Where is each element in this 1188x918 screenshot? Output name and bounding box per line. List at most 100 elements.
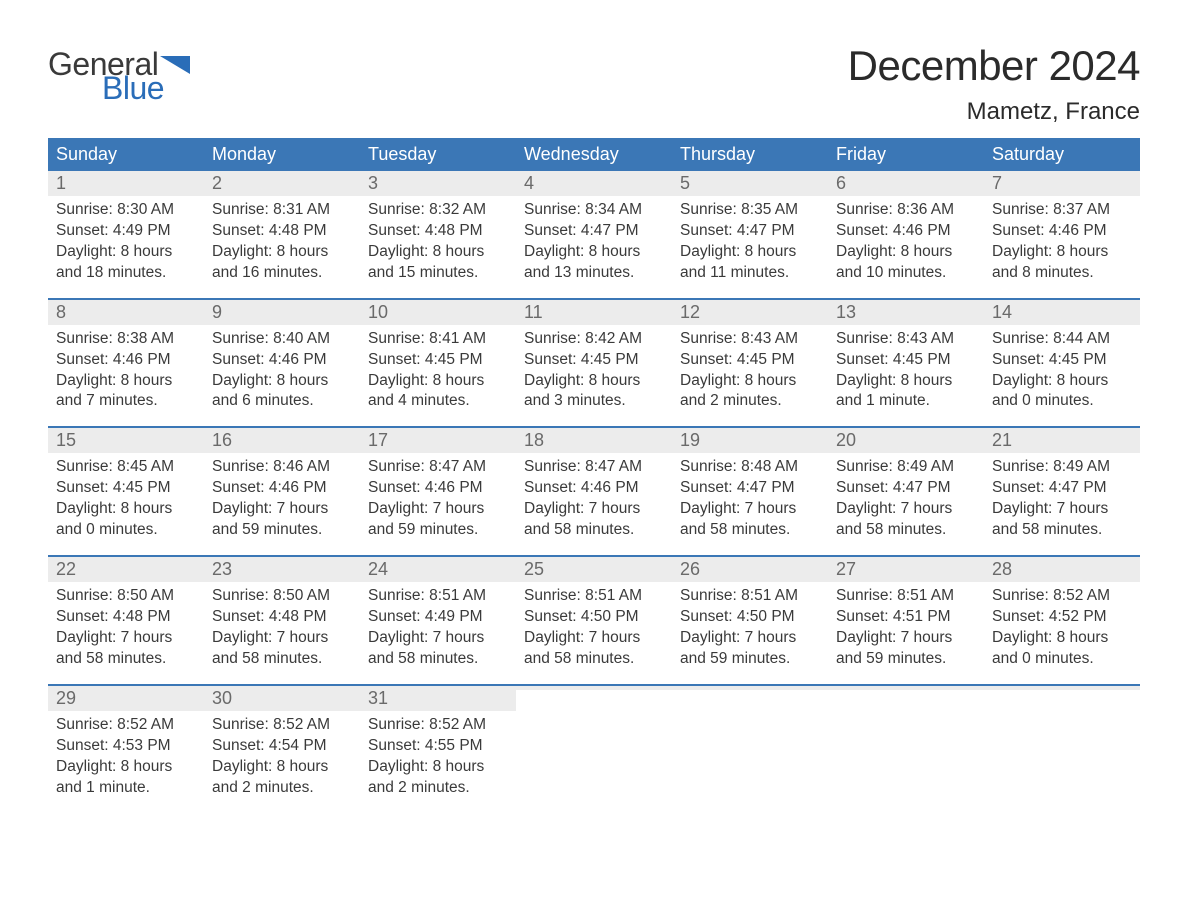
day-number: 14 bbox=[992, 302, 1012, 322]
day-dl2: and 58 minutes. bbox=[836, 520, 976, 541]
day-sunrise: Sunrise: 8:52 AM bbox=[212, 715, 352, 736]
day-body: Sunrise: 8:51 AMSunset: 4:50 PMDaylight:… bbox=[672, 582, 828, 670]
day-sunset: Sunset: 4:45 PM bbox=[836, 350, 976, 371]
day-dl1: Daylight: 7 hours bbox=[368, 628, 508, 649]
day-number: 18 bbox=[524, 430, 544, 450]
dow-friday: Friday bbox=[828, 138, 984, 171]
calendar-day: 30Sunrise: 8:52 AMSunset: 4:54 PMDayligh… bbox=[204, 686, 360, 813]
day-sunrise: Sunrise: 8:49 AM bbox=[836, 457, 976, 478]
day-sunrise: Sunrise: 8:52 AM bbox=[992, 586, 1132, 607]
day-number: 26 bbox=[680, 559, 700, 579]
day-body: Sunrise: 8:48 AMSunset: 4:47 PMDaylight:… bbox=[672, 453, 828, 541]
day-dl2: and 16 minutes. bbox=[212, 263, 352, 284]
day-dl1: Daylight: 8 hours bbox=[368, 242, 508, 263]
day-sunset: Sunset: 4:49 PM bbox=[56, 221, 196, 242]
day-sunrise: Sunrise: 8:51 AM bbox=[524, 586, 664, 607]
day-number: 20 bbox=[836, 430, 856, 450]
calendar-day: 13Sunrise: 8:43 AMSunset: 4:45 PMDayligh… bbox=[828, 300, 984, 427]
day-dl1: Daylight: 7 hours bbox=[212, 499, 352, 520]
day-number-row: 31 bbox=[360, 686, 516, 711]
day-dl2: and 13 minutes. bbox=[524, 263, 664, 284]
day-number: 5 bbox=[680, 173, 690, 193]
day-dl2: and 59 minutes. bbox=[680, 649, 820, 670]
day-number-row: 4 bbox=[516, 171, 672, 196]
day-sunrise: Sunrise: 8:49 AM bbox=[992, 457, 1132, 478]
calendar-day: 21Sunrise: 8:49 AMSunset: 4:47 PMDayligh… bbox=[984, 428, 1140, 555]
day-sunrise: Sunrise: 8:51 AM bbox=[368, 586, 508, 607]
day-sunrise: Sunrise: 8:44 AM bbox=[992, 329, 1132, 350]
day-number: 30 bbox=[212, 688, 232, 708]
day-dl2: and 2 minutes. bbox=[212, 778, 352, 799]
day-number: 17 bbox=[368, 430, 388, 450]
day-number-row: 17 bbox=[360, 428, 516, 453]
day-dl2: and 3 minutes. bbox=[524, 391, 664, 412]
day-dl1: Daylight: 7 hours bbox=[836, 499, 976, 520]
dow-thursday: Thursday bbox=[672, 138, 828, 171]
day-dl1: Daylight: 8 hours bbox=[836, 371, 976, 392]
day-sunrise: Sunrise: 8:50 AM bbox=[56, 586, 196, 607]
day-number: 12 bbox=[680, 302, 700, 322]
day-number: 11 bbox=[524, 302, 543, 322]
calendar-day: 25Sunrise: 8:51 AMSunset: 4:50 PMDayligh… bbox=[516, 557, 672, 684]
calendar-day: 26 Sunrise: 8:51 AMSunset: 4:50 PMDayligh… bbox=[672, 557, 828, 684]
calendar-day bbox=[828, 686, 984, 813]
day-number-row: 28 bbox=[984, 557, 1140, 582]
calendar-day: 9Sunrise: 8:40 AMSunset: 4:46 PMDaylight… bbox=[204, 300, 360, 427]
day-number-row: 10 bbox=[360, 300, 516, 325]
day-body: Sunrise: 8:40 AMSunset: 4:46 PMDaylight:… bbox=[204, 325, 360, 413]
day-body: Sunrise: 8:35 AMSunset: 4:47 PMDaylight:… bbox=[672, 196, 828, 284]
calendar-week: 8Sunrise: 8:38 AMSunset: 4:46 PMDaylight… bbox=[48, 298, 1140, 427]
day-sunrise: Sunrise: 8:40 AM bbox=[212, 329, 352, 350]
day-dl2: and 58 minutes. bbox=[680, 520, 820, 541]
day-body: Sunrise: 8:34 AMSunset: 4:47 PMDaylight:… bbox=[516, 196, 672, 284]
day-body: Sunrise: 8:43 AMSunset: 4:45 PMDaylight:… bbox=[672, 325, 828, 413]
dow-header-row: Sunday Monday Tuesday Wednesday Thursday… bbox=[48, 138, 1140, 171]
day-dl1: Daylight: 8 hours bbox=[992, 242, 1132, 263]
day-sunset: Sunset: 4:53 PM bbox=[56, 736, 196, 757]
calendar-day: 19 Sunrise: 8:48 AMSunset: 4:47 PMDayligh… bbox=[672, 428, 828, 555]
day-dl2: and 1 minute. bbox=[836, 391, 976, 412]
dow-tuesday: Tuesday bbox=[360, 138, 516, 171]
day-dl1: Daylight: 7 hours bbox=[524, 628, 664, 649]
day-body: Sunrise: 8:32 AMSunset: 4:48 PMDaylight:… bbox=[360, 196, 516, 284]
calendar-week: 29Sunrise: 8:52 AMSunset: 4:53 PMDayligh… bbox=[48, 684, 1140, 813]
day-number: 27 bbox=[836, 559, 856, 579]
day-number-row: 14 bbox=[984, 300, 1140, 325]
calendar-day: 3Sunrise: 8:32 AMSunset: 4:48 PMDaylight… bbox=[360, 171, 516, 298]
day-sunset: Sunset: 4:47 PM bbox=[836, 478, 976, 499]
calendar-day: 22Sunrise: 8:50 AMSunset: 4:48 PMDayligh… bbox=[48, 557, 204, 684]
day-number-row: 26 bbox=[672, 557, 828, 582]
day-dl1: Daylight: 7 hours bbox=[368, 499, 508, 520]
day-body: Sunrise: 8:52 AMSunset: 4:55 PMDaylight:… bbox=[360, 711, 516, 799]
day-sunrise: Sunrise: 8:32 AM bbox=[368, 200, 508, 221]
calendar-day: 12 Sunrise: 8:43 AMSunset: 4:45 PMDayligh… bbox=[672, 300, 828, 427]
day-body: Sunrise: 8:52 AMSunset: 4:52 PMDaylight:… bbox=[984, 582, 1140, 670]
day-number: 15 bbox=[56, 430, 76, 450]
day-sunset: Sunset: 4:51 PM bbox=[836, 607, 976, 628]
day-number: 19 bbox=[680, 430, 700, 450]
day-dl2: and 58 minutes. bbox=[524, 649, 664, 670]
day-dl1: Daylight: 7 hours bbox=[212, 628, 352, 649]
day-dl2: and 58 minutes. bbox=[56, 649, 196, 670]
day-sunrise: Sunrise: 8:47 AM bbox=[524, 457, 664, 478]
day-number: 1 bbox=[56, 173, 66, 193]
day-number: 13 bbox=[836, 302, 856, 322]
calendar-day: 1 Sunrise: 8:30 AMSunset: 4:49 PMDaylight… bbox=[48, 171, 204, 298]
day-dl1: Daylight: 8 hours bbox=[680, 371, 820, 392]
day-dl2: and 58 minutes. bbox=[992, 520, 1132, 541]
day-sunrise: Sunrise: 8:50 AM bbox=[212, 586, 352, 607]
day-number-row: 9 bbox=[204, 300, 360, 325]
calendar-day: 6Sunrise: 8:36 AMSunset: 4:46 PMDaylight… bbox=[828, 171, 984, 298]
day-sunset: Sunset: 4:48 PM bbox=[56, 607, 196, 628]
day-number: 2 bbox=[212, 173, 222, 193]
day-sunset: Sunset: 4:49 PM bbox=[368, 607, 508, 628]
calendar-week: 22Sunrise: 8:50 AMSunset: 4:48 PMDayligh… bbox=[48, 555, 1140, 684]
day-body: Sunrise: 8:51 AMSunset: 4:49 PMDaylight:… bbox=[360, 582, 516, 670]
day-number-row: 1 bbox=[48, 171, 204, 196]
day-dl1: Daylight: 7 hours bbox=[524, 499, 664, 520]
day-number-row bbox=[672, 686, 828, 690]
calendar: Sunday Monday Tuesday Wednesday Thursday… bbox=[48, 138, 1140, 812]
day-sunrise: Sunrise: 8:48 AM bbox=[680, 457, 820, 478]
day-body: Sunrise: 8:30 AMSunset: 4:49 PMDaylight:… bbox=[48, 196, 204, 284]
day-number-row: 24 bbox=[360, 557, 516, 582]
